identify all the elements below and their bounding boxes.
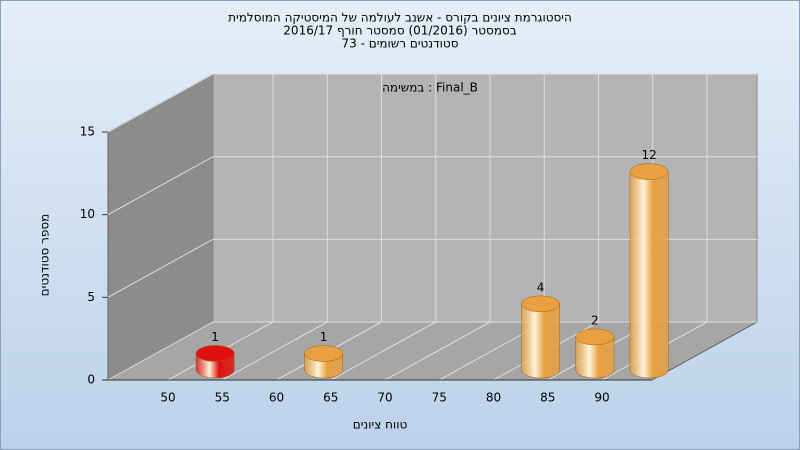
grid-line bbox=[107, 156, 214, 216]
value-label: 12 bbox=[641, 148, 656, 162]
x-tick-label: 70 bbox=[377, 391, 392, 405]
grid-line bbox=[107, 238, 214, 298]
x-tick-label: 60 bbox=[269, 391, 284, 405]
back-wall bbox=[212, 73, 758, 323]
grid-line bbox=[222, 321, 328, 381]
grid-line bbox=[107, 321, 214, 381]
chart-subtitle: בסמסטר (01/2016) סמסטר חורף 2016/17 bbox=[283, 24, 516, 38]
grid-line bbox=[107, 73, 214, 133]
annotation: במשימה : Final_B bbox=[382, 81, 478, 95]
bar bbox=[575, 336, 615, 379]
value-label: 1 bbox=[320, 330, 328, 344]
y-tick-label: 10 bbox=[80, 207, 95, 221]
x-tick-label: 75 bbox=[432, 391, 447, 405]
y-tick-label: 15 bbox=[80, 125, 95, 139]
x-tick-label: 65 bbox=[323, 391, 338, 405]
value-label: 4 bbox=[537, 280, 545, 294]
bar-top bbox=[195, 345, 235, 362]
value-label: 1 bbox=[211, 330, 219, 344]
y-tick-label: 5 bbox=[87, 290, 95, 304]
x-tick-label: 80 bbox=[486, 391, 501, 405]
x-tick-label: 50 bbox=[160, 391, 175, 405]
bar bbox=[629, 171, 669, 379]
bar-top bbox=[521, 295, 560, 313]
x-tick-label: 85 bbox=[540, 391, 555, 405]
chart-subtitle: סטודנטים רשומים - 73 bbox=[341, 37, 458, 51]
bar bbox=[521, 303, 560, 379]
grid-line bbox=[330, 321, 436, 381]
bar-top bbox=[304, 345, 343, 362]
y-axis-label: מספר סטודנטים bbox=[38, 214, 52, 297]
x-tick-label: 90 bbox=[594, 391, 609, 405]
x-tick-label: 55 bbox=[215, 391, 230, 405]
grid-line bbox=[384, 321, 491, 381]
x-axis-label: טווח ציונים bbox=[353, 418, 408, 432]
value-label: 2 bbox=[591, 313, 599, 327]
chart-title: היסטוגרמת ציונים בקורס - אשנב לעולמה של … bbox=[228, 11, 572, 25]
bar-top bbox=[629, 163, 669, 180]
bar-top bbox=[575, 328, 615, 346]
y-tick-label: 0 bbox=[87, 373, 95, 387]
plot: 0 5 10 15 50 55 60 65 70 75 80 85 90 1 1 4 2 12 bbox=[80, 73, 757, 405]
